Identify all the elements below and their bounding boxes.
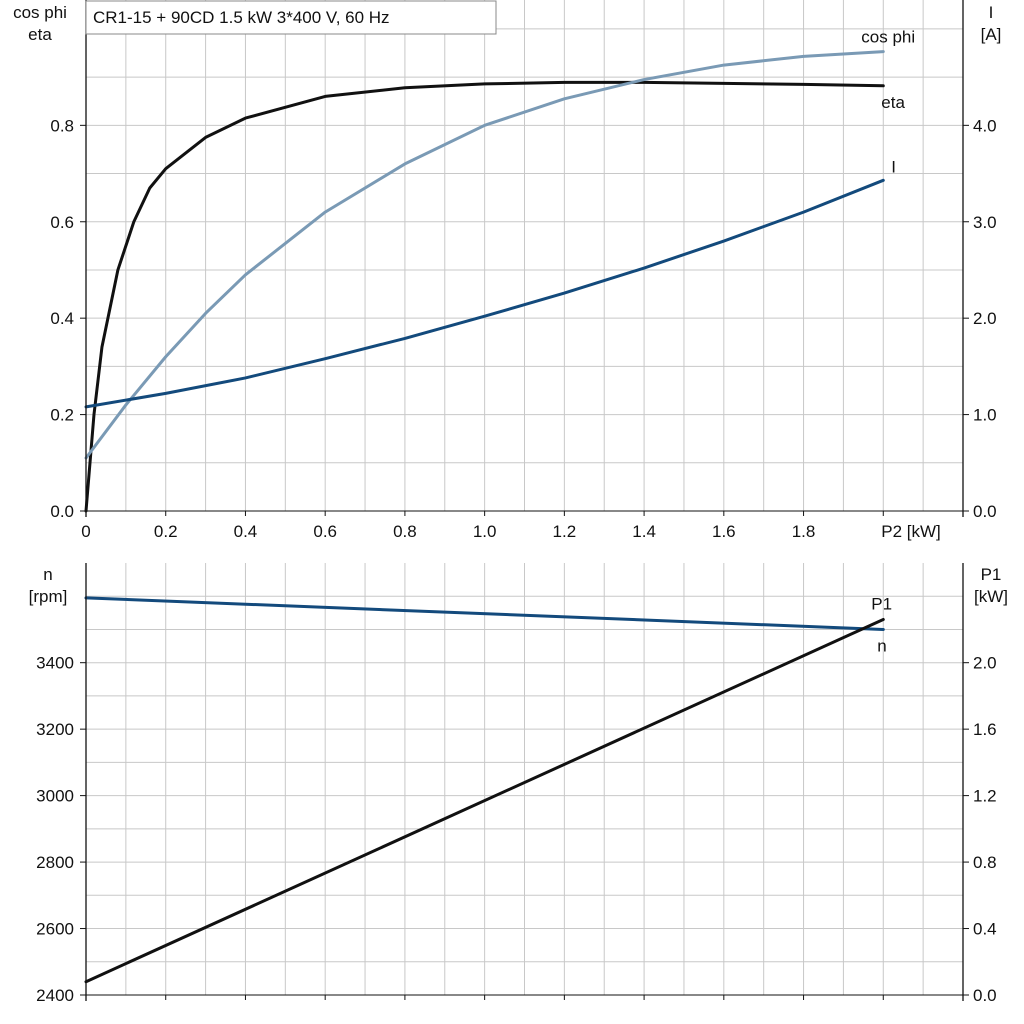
x-tick-label: 0 xyxy=(81,522,90,541)
chart-title: CR1-15 + 90CD 1.5 kW 3*400 V, 60 Hz xyxy=(93,8,390,27)
series-line-n xyxy=(84,596,885,631)
x-tick-label: 1.8 xyxy=(792,522,816,541)
x-axis-label: P2 [kW] xyxy=(881,522,941,541)
series-line-cos-phi xyxy=(84,50,885,460)
x-tick-label: 0.8 xyxy=(393,522,417,541)
y-left-axis-label: n xyxy=(43,565,52,584)
y-left-tick-label: 3400 xyxy=(36,654,74,673)
y-right-tick-label: 1.0 xyxy=(973,406,997,425)
y-left-tick-label: 3000 xyxy=(36,787,74,806)
y-right-tick-label: 1.6 xyxy=(973,720,997,739)
series-label-eta: eta xyxy=(881,93,905,112)
y-left-tick-label: 2800 xyxy=(36,853,74,872)
y-right-tick-label: 3.0 xyxy=(973,213,997,232)
y-right-axis-label: [kW] xyxy=(974,587,1008,606)
series-label-cos-phi: cos phi xyxy=(861,28,915,47)
y-right-tick-label: 0.8 xyxy=(973,853,997,872)
axes xyxy=(80,0,969,1001)
y-left-tick-label: 0.4 xyxy=(50,309,74,328)
y-right-axis-label: P1 xyxy=(981,565,1002,584)
chart-title-box: CR1-15 + 90CD 1.5 kW 3*400 V, 60 Hz xyxy=(85,0,497,35)
series-layer xyxy=(84,50,885,984)
x-tick-label: 1.0 xyxy=(473,522,497,541)
x-tick-label: 1.2 xyxy=(553,522,577,541)
series-line-p1 xyxy=(84,617,885,984)
y-left-tick-label: 3200 xyxy=(36,720,74,739)
y-left-tick-label: 0.8 xyxy=(50,116,74,135)
tick-labels: 0.0 0.2 0.4 0.6 0.8 0.0 1.0 2.0 3.0 4.0 0 0.2 0.4 0.6… xyxy=(13,3,1008,1005)
y-right-tick-label: 2.0 xyxy=(973,309,997,328)
y-right-tick-label: 2.0 xyxy=(973,654,997,673)
series-label-p1: P1 xyxy=(871,594,892,613)
x-tick-label: 1.4 xyxy=(632,522,656,541)
y-right-tick-label: 1.2 xyxy=(973,787,997,806)
y-right-axis-label: I xyxy=(989,3,994,22)
x-tick-label: 0.4 xyxy=(234,522,258,541)
y-right-tick-label: 4.0 xyxy=(973,116,997,135)
y-left-tick-label: 2600 xyxy=(36,920,74,939)
y-left-tick-label: 0.0 xyxy=(50,502,74,521)
y-left-axis-label: cos phi xyxy=(13,3,67,22)
y-right-tick-label: 0.0 xyxy=(973,986,997,1005)
x-tick-label: 1.6 xyxy=(712,522,736,541)
series-label-i: I xyxy=(891,157,896,176)
y-left-axis-label: [rpm] xyxy=(29,587,68,606)
y-left-tick-label: 0.2 xyxy=(50,406,74,425)
grid xyxy=(86,0,963,995)
series-label-n: n xyxy=(877,636,886,655)
y-left-axis-label: eta xyxy=(28,25,52,44)
series-line-eta xyxy=(84,80,885,513)
x-tick-label: 0.6 xyxy=(313,522,337,541)
y-left-tick-label: 2400 xyxy=(36,986,74,1005)
x-tick-label: 0.2 xyxy=(154,522,178,541)
y-right-tick-label: 0.4 xyxy=(973,920,997,939)
y-right-axis-label: [A] xyxy=(981,25,1002,44)
series-line-i xyxy=(84,178,885,409)
y-right-tick-label: 0.0 xyxy=(973,502,997,521)
y-left-tick-label: 0.6 xyxy=(50,213,74,232)
title-frame xyxy=(85,0,497,35)
